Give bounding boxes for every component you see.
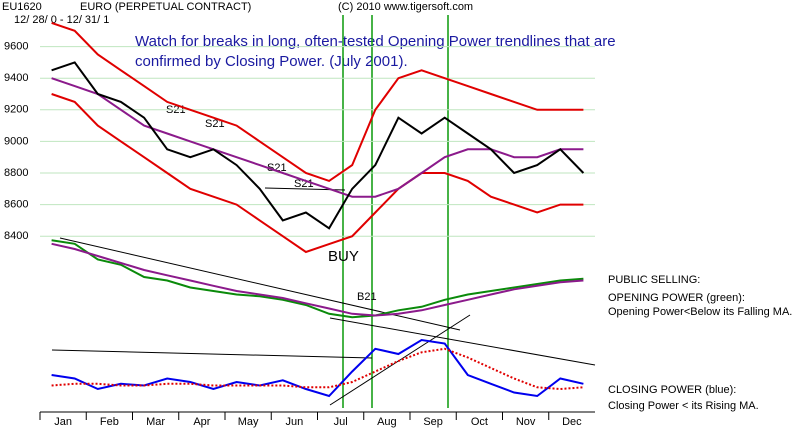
y-tick-label: 9600 (4, 41, 28, 53)
series-line (51, 347, 584, 391)
y-tick-label: 8400 (4, 230, 28, 242)
trendline (329, 317, 596, 366)
x-tick-label: Apr (193, 416, 210, 428)
chart-title: EURO (PERPETUAL CONTRACT) (80, 1, 251, 13)
y-tick-label: 8600 (4, 199, 28, 211)
annotation: Watch for breaks in long, often-tested O… (135, 33, 616, 70)
trendline (329, 314, 471, 406)
x-tick-label: Jul (334, 416, 348, 428)
series-line (51, 61, 585, 230)
x-tick-label: Jan (54, 416, 72, 428)
ticker: EU1620 (2, 1, 42, 13)
x-tick-label: Jun (286, 416, 304, 428)
series-line (51, 242, 584, 317)
signal-lines (342, 15, 449, 408)
note: OPENING POWER (green): (608, 292, 745, 304)
series-line (51, 21, 584, 183)
series-line (51, 239, 584, 319)
y-tick-label: 8800 (4, 167, 28, 179)
x-tick-label: Mar (146, 416, 165, 428)
note: Opening Power<Below its Falling MA. (608, 306, 792, 318)
x-tick-label: Feb (100, 416, 119, 428)
series-line (51, 77, 584, 198)
x-tick-label: Dec (562, 416, 582, 428)
signal-label: S21 (267, 162, 287, 174)
x-tick-label: Aug (377, 416, 397, 428)
x-tick-label: May (238, 416, 259, 428)
signal-label: B21 (357, 291, 377, 303)
x-tick-label: Sep (423, 416, 443, 428)
note: Closing Power < its Rising MA. (608, 400, 759, 412)
date-range: 12/ 28/ 0 - 12/ 31/ 1 (14, 14, 109, 26)
trendline (51, 349, 373, 359)
signal-label: S21 (205, 118, 225, 130)
x-tick-label: Oct (471, 416, 488, 428)
y-tick-label: 9400 (4, 72, 28, 84)
series-line (51, 93, 584, 254)
y-tick-label: 9200 (4, 104, 28, 116)
x-tick-label: Nov (516, 416, 536, 428)
note: PUBLIC SELLING: (608, 274, 700, 286)
annotation-box: Watch for breaks in long, often-tested O… (135, 33, 616, 70)
note: CLOSING POWER (blue): (608, 384, 736, 396)
copyright: (C) 2010 www.tigersoft.com (338, 1, 473, 13)
signal-label: BUY (328, 248, 359, 265)
y-tick-label: 9000 (4, 135, 28, 147)
